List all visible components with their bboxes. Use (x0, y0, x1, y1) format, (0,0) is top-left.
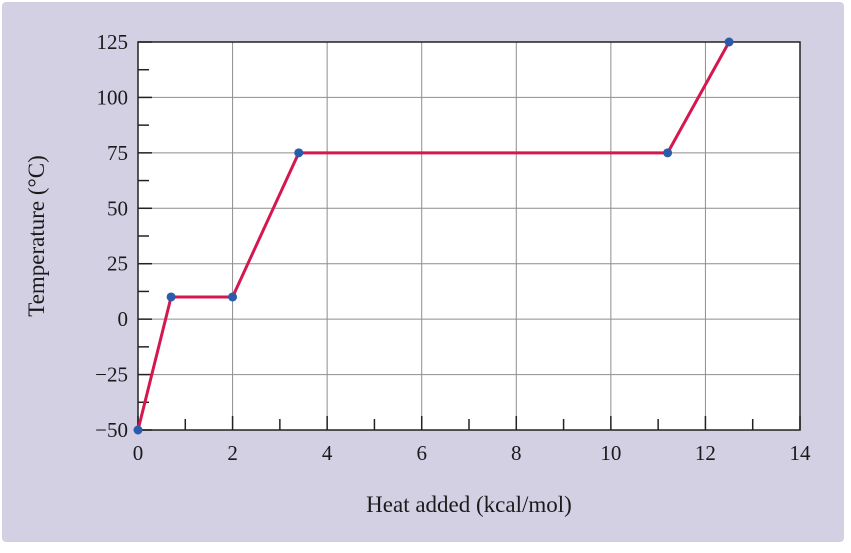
data-point (663, 148, 673, 158)
series-layer (133, 37, 734, 435)
y-tick-label: 25 (107, 252, 128, 276)
x-tick-label: 12 (695, 441, 716, 465)
x-tick-label: 14 (790, 441, 812, 465)
x-tick-label: 0 (133, 441, 144, 465)
plot-border (137, 41, 801, 431)
y-tick-label: −50 (95, 418, 128, 442)
x-tick-label: 2 (227, 441, 238, 465)
x-tick-label: 4 (322, 441, 333, 465)
data-point (166, 292, 176, 302)
x-axis-label: Heat added (kcal/mol) (366, 492, 572, 517)
y-tick-label: 75 (107, 141, 128, 165)
plot-area (138, 42, 800, 430)
y-tick-label: 125 (97, 30, 129, 54)
data-point (294, 148, 304, 158)
data-point (724, 37, 734, 47)
x-tick-label: 8 (511, 441, 522, 465)
y-tick-label: 0 (118, 307, 129, 331)
y-tick-label: 50 (107, 196, 128, 220)
y-tick-label: −25 (95, 363, 128, 387)
data-point (133, 425, 143, 435)
y-axis-label: Temperature (°C) (24, 155, 49, 316)
series-line (136, 41, 731, 431)
x-tick-label: 6 (416, 441, 427, 465)
tick-labels: 0 2 4 6 8 10 12 14 125 100 75 50 25 0 −25 −50 (95, 30, 811, 465)
y-tick-label: 100 (97, 85, 129, 109)
x-tick-label: 10 (600, 441, 621, 465)
data-point (228, 292, 238, 302)
